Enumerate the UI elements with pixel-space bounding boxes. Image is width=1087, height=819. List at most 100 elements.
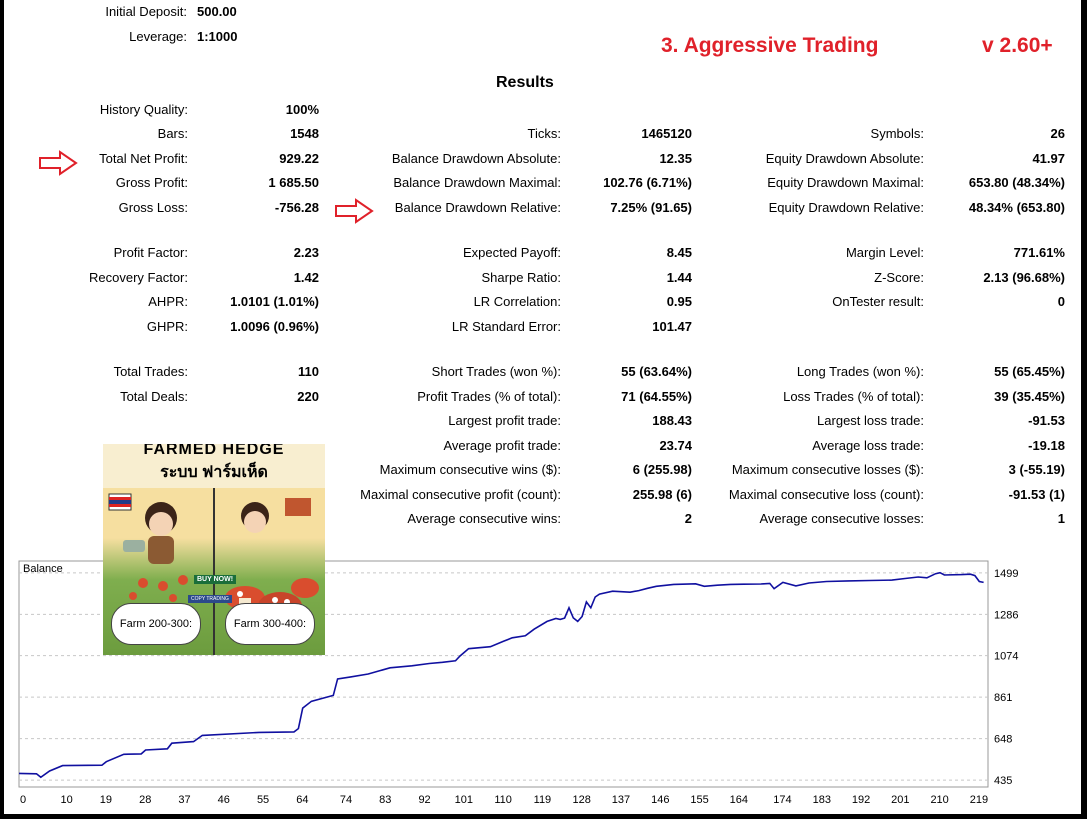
x-tick-label: 119 <box>534 794 552 806</box>
y-tick-label: 435 <box>994 775 1012 787</box>
stat-label: Balance Drawdown Maximal: <box>393 175 561 190</box>
initial-deposit-value: 500.00 <box>197 4 237 19</box>
stat-label: Balance Drawdown Relative: <box>394 200 561 215</box>
stat-value: 48.34% (653.80) <box>968 200 1065 215</box>
stat-label: Maximum consecutive wins ($): <box>379 462 561 477</box>
stat-label: Gross Loss: <box>118 200 188 215</box>
stat-value: 653.80 (48.34%) <box>968 175 1065 190</box>
stat-value: 1465120 <box>641 126 692 141</box>
x-tick-label: 210 <box>930 794 948 806</box>
stat-value: 110 <box>298 364 319 379</box>
x-tick-label: 137 <box>612 794 630 806</box>
stat-value: 929.22 <box>279 151 319 166</box>
stat-value: 1.42 <box>293 270 319 285</box>
report-page: Initial Deposit: 500.00 Leverage: 1:1000… <box>4 0 1081 814</box>
stat-label: Total Trades: <box>113 364 188 379</box>
stat-label: Average consecutive wins: <box>407 511 561 526</box>
x-tick-label: 83 <box>379 794 391 806</box>
x-tick-label: 92 <box>418 794 430 806</box>
y-tick-label: 1286 <box>994 609 1018 621</box>
stat-value: 55 (65.45%) <box>994 364 1065 379</box>
x-tick-label: 128 <box>573 794 591 806</box>
stat-label: LR Standard Error: <box>451 319 561 334</box>
x-tick-label: 174 <box>773 794 791 806</box>
stat-label: GHPR: <box>146 319 188 334</box>
y-tick-label: 1074 <box>994 651 1018 663</box>
stat-label: Recovery Factor: <box>89 270 188 285</box>
stat-label: Equity Drawdown Absolute: <box>765 151 924 166</box>
stat-label: Equity Drawdown Relative: <box>768 200 924 215</box>
banner-divider <box>213 488 215 655</box>
stat-value: 255.98 (6) <box>632 487 692 502</box>
stat-value: 2.23 <box>293 245 319 260</box>
farmer-illustration <box>108 493 188 602</box>
initial-deposit-label: Initial Deposit: <box>105 4 187 19</box>
stat-value: 12.35 <box>659 151 692 166</box>
stat-value: 3 (-55.19) <box>1008 462 1065 477</box>
x-tick-label: 46 <box>218 794 230 806</box>
stat-value: 771.61% <box>1013 245 1065 260</box>
chart-title: Balance <box>23 563 63 575</box>
stat-value: 55 (63.64%) <box>621 364 692 379</box>
x-tick-label: 101 <box>455 794 473 806</box>
farm-200-300-button[interactable]: Farm 200-300: <box>111 603 201 645</box>
banner-subtitle: ระบบ ฟาร์มเห็ด <box>160 464 268 481</box>
stat-value: 1548 <box>290 126 319 141</box>
stat-value: -756.28 <box>274 200 319 215</box>
stat-value: 1.44 <box>666 270 692 285</box>
stat-label: Long Trades (won %): <box>796 364 924 379</box>
stat-value: 100% <box>285 102 319 117</box>
stat-value: 6 (255.98) <box>632 462 692 477</box>
arrow-right-icon <box>335 198 374 224</box>
stat-label: Maximal consecutive profit (count): <box>360 487 561 502</box>
x-tick-label: 146 <box>651 794 669 806</box>
stat-label: Short Trades (won %): <box>431 364 561 379</box>
balance-series-line <box>18 571 984 779</box>
stat-label: Total Deals: <box>120 389 188 404</box>
x-tick-label: 37 <box>178 794 190 806</box>
leverage-value: 1:1000 <box>197 29 238 44</box>
stat-value: 2 <box>684 511 692 526</box>
stat-label: Average profit trade: <box>443 438 561 453</box>
stat-label: Balance Drawdown Absolute: <box>391 151 561 166</box>
stat-value: 41.97 <box>1032 151 1065 166</box>
farm-300-400-button[interactable]: Farm 300-400: <box>225 603 315 645</box>
stat-value: 101.47 <box>652 319 692 334</box>
stat-value: 220 <box>297 389 319 404</box>
stat-value: -91.53 (1) <box>1008 487 1065 502</box>
stat-label: Maximum consecutive losses ($): <box>731 462 924 477</box>
stat-value: 8.45 <box>666 245 692 260</box>
stat-value: 102.76 (6.71%) <box>603 175 692 190</box>
buy-now-tag[interactable]: BUY NOW! <box>194 575 237 584</box>
farmed-hedge-banner[interactable]: FARMED HEDGE ระบบ ฟาร์มเห็ด Farm 200-300… <box>103 444 325 655</box>
y-tick-label: 861 <box>994 692 1012 704</box>
copy-trading-tag[interactable]: COPY TRADING <box>188 595 232 603</box>
stat-value: 1 <box>1057 511 1065 526</box>
stat-value: 188.43 <box>652 413 692 428</box>
x-tick-label: 10 <box>61 794 73 806</box>
x-tick-label: 110 <box>494 794 512 806</box>
x-tick-label: 219 <box>970 794 988 806</box>
y-tick-label: 648 <box>994 734 1012 746</box>
stat-value: 1.0101 (1.01%) <box>230 294 319 309</box>
stat-label: Maximal consecutive loss (count): <box>728 487 924 502</box>
stat-label: Sharpe Ratio: <box>481 270 562 285</box>
stat-label: Ticks: <box>527 126 561 141</box>
stat-label: Profit Factor: <box>113 245 188 260</box>
stat-value: 23.74 <box>659 438 692 453</box>
stat-label: Z-Score: <box>874 270 924 285</box>
x-tick-label: 19 <box>100 794 112 806</box>
stat-label: Symbols: <box>870 126 924 141</box>
x-tick-label: 164 <box>730 794 748 806</box>
stat-label: Expected Payoff: <box>462 245 561 260</box>
stat-label: LR Correlation: <box>473 294 561 309</box>
stat-value: 0.95 <box>666 294 692 309</box>
strategy-title: 3. Aggressive Trading <box>661 34 879 57</box>
stat-label: Largest loss trade: <box>817 413 924 428</box>
banner-header: FARMED HEDGE ระบบ ฟาร์มเห็ด <box>103 444 325 488</box>
x-tick-label: 64 <box>296 794 308 806</box>
stat-value: 0 <box>1057 294 1065 309</box>
stat-label: AHPR: <box>148 294 188 309</box>
stat-label: OnTester result: <box>832 294 924 309</box>
stat-label: Total Net Profit: <box>99 151 188 166</box>
